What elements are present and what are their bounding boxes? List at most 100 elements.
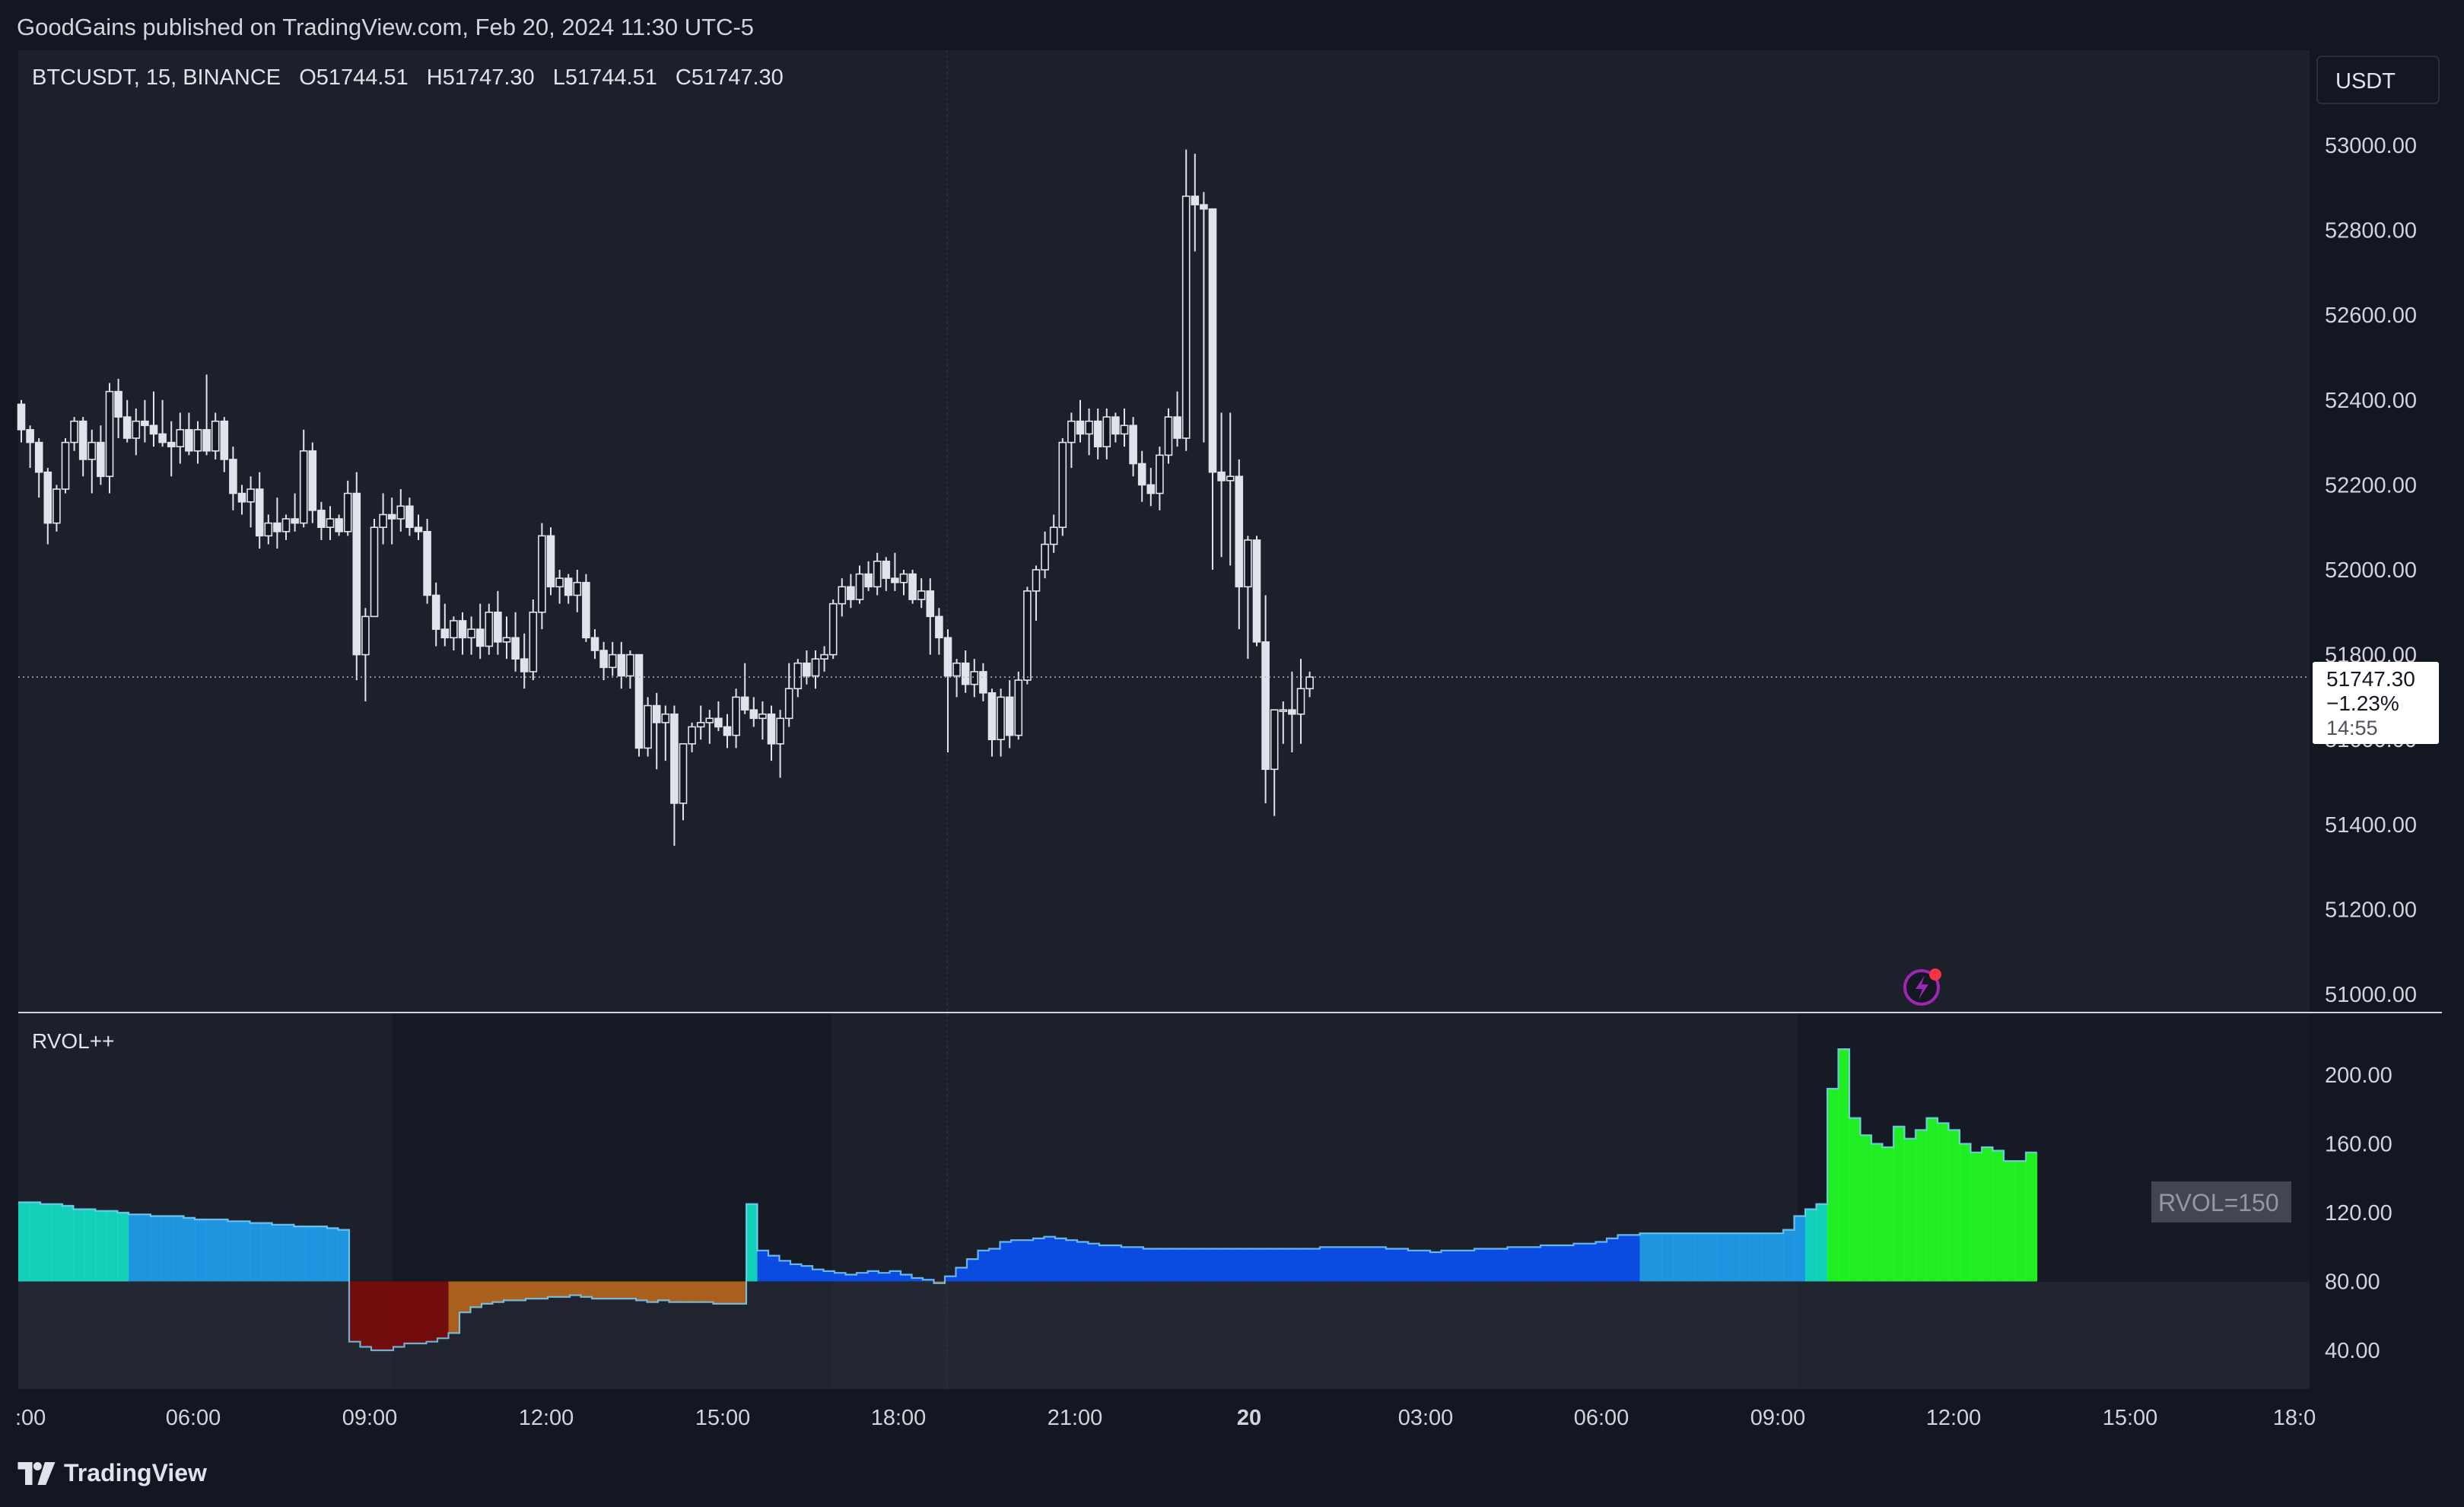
rvol-bar <box>1639 1233 1652 1282</box>
candle <box>679 742 688 821</box>
candle-body <box>1111 416 1120 435</box>
candle <box>749 697 758 727</box>
candle-body <box>626 653 634 677</box>
candle <box>132 408 141 456</box>
time-tick-label: 06:00 <box>166 1406 221 1430</box>
candle-body <box>132 420 141 439</box>
rvol-bar <box>857 1273 869 1282</box>
rvol-bar <box>1198 1248 1210 1282</box>
rvol-bar <box>470 1281 482 1308</box>
rvol-bar <box>161 1216 173 1282</box>
candle <box>167 421 176 477</box>
rvol-bar <box>73 1209 85 1282</box>
candle <box>1181 149 1191 451</box>
rvol-bar <box>1397 1248 1409 1282</box>
candle-body <box>784 688 793 720</box>
rvol-bar <box>1232 1248 1244 1282</box>
candle <box>1244 536 1252 660</box>
rvol-bar <box>1364 1247 1376 1282</box>
rvol-bar <box>1011 1240 1023 1282</box>
rvol-bar <box>1176 1248 1188 1282</box>
indicator-name[interactable]: RVOL++ <box>32 1029 114 1053</box>
candle <box>1137 450 1146 502</box>
rvol-bar <box>1507 1247 1519 1282</box>
candle <box>370 519 379 618</box>
time-tick-label: 18:0 <box>2273 1406 2316 1430</box>
symbol-legend[interactable]: BTCUSDT, 15, BINANCE O51744.51 H51747.30… <box>32 65 784 90</box>
candle-body <box>520 658 529 672</box>
candle-body <box>864 573 873 588</box>
rvol-bar <box>437 1281 450 1339</box>
rvol-bar <box>1430 1252 1442 1282</box>
candle-body <box>732 696 740 736</box>
candle <box>379 493 387 545</box>
rvol-bar <box>305 1226 317 1282</box>
rvol-bar <box>1805 1209 1817 1282</box>
candle-body <box>1085 420 1093 435</box>
rvol-bar <box>1000 1242 1012 1282</box>
publisher-header: GoodGains published on TradingView.com, … <box>0 0 2464 53</box>
candle-body <box>396 505 405 520</box>
rvol-bar <box>1595 1242 1607 1282</box>
rvol-tick-label: 80.00 <box>2325 1270 2380 1295</box>
rvol-bar <box>1165 1248 1178 1282</box>
candle-body <box>34 441 43 473</box>
currency-button[interactable]: USDT <box>2316 56 2440 104</box>
candle-body <box>529 611 538 672</box>
price-axis[interactable]: 53000.00 52800.00 52600.00 52400.00 52200.00… <box>2325 134 2417 1007</box>
rvol-bar <box>1055 1238 1067 1282</box>
candle <box>952 659 961 698</box>
rvol-bar <box>1938 1123 1950 1282</box>
time-tick-label: 09:00 <box>1750 1406 1806 1430</box>
rvol-bar <box>1044 1236 1056 1282</box>
candle <box>723 714 732 749</box>
rvol-bar <box>1132 1247 1144 1282</box>
rvol-bar <box>658 1281 670 1301</box>
candle <box>105 383 114 494</box>
rvol-bar <box>1661 1233 1674 1282</box>
rvol-bar <box>1353 1247 1365 1282</box>
candle-body <box>43 471 52 524</box>
rvol-bar <box>1320 1247 1332 1282</box>
price-tick-label: 52600.00 <box>2325 304 2417 328</box>
candle-body <box>608 653 617 669</box>
candle <box>43 468 52 545</box>
rvol-bar <box>2004 1161 2016 1282</box>
candle-body <box>688 726 696 745</box>
rvol-bar <box>989 1248 1001 1282</box>
candle-body <box>167 441 176 447</box>
ohlc-open: O51744.51 <box>299 65 409 90</box>
candle-body <box>1067 420 1076 444</box>
candle <box>917 578 926 609</box>
rvol-area <box>18 1048 2038 1352</box>
rvol-bar <box>84 1209 97 1282</box>
rvol-bar <box>923 1280 935 1282</box>
candle-body <box>450 620 458 639</box>
candle-body <box>70 420 78 444</box>
candle <box>396 488 405 532</box>
lightning-alert-icon[interactable] <box>1903 968 1941 1006</box>
candle <box>714 701 723 732</box>
price-candles <box>17 149 1314 846</box>
time-axis[interactable]: :00 06:00 09:00 12:00 15:00 18:00 21:00 20 03:00… <box>15 1406 2316 1430</box>
candle-body <box>414 526 423 533</box>
candle-body <box>1252 539 1261 643</box>
candle-body <box>749 709 758 720</box>
rvol-bar <box>1982 1147 1994 1282</box>
candle-body <box>52 488 61 524</box>
rvol-axis[interactable]: 200.00 160.00 120.00 80.00 40.00 <box>2325 1063 2392 1363</box>
price-tick-label: 51200.00 <box>2325 898 2417 922</box>
candle-body <box>696 722 705 728</box>
rvol-bar <box>1276 1248 1288 1282</box>
rvol-bar <box>1386 1248 1398 1282</box>
rvol-bar <box>117 1213 129 1282</box>
rvol-bar <box>790 1264 803 1282</box>
candle <box>582 574 590 642</box>
candle-body <box>1093 420 1102 447</box>
candle-body <box>308 450 317 511</box>
candle-body <box>149 424 158 435</box>
candle-body <box>405 505 414 528</box>
candle-body <box>917 590 926 600</box>
tradingview-brand[interactable]: TradingView <box>17 1459 207 1487</box>
